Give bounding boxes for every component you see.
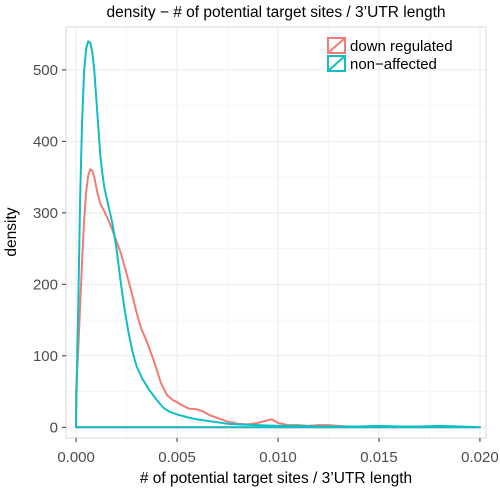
y-tick-label: 200 — [33, 276, 58, 293]
x-tick-label: 0.005 — [158, 449, 196, 466]
x-tick-label: 0.015 — [360, 449, 398, 466]
legend-key-diagonal — [327, 55, 346, 72]
x-tick-label: 0.000 — [57, 449, 95, 466]
y-tick-label: 300 — [33, 205, 58, 222]
minor-gridlines — [66, 27, 486, 438]
y-tick-label: 500 — [33, 62, 58, 79]
y-axis-ticks: 0 100 200 300 400 500 — [33, 62, 66, 436]
legend-label: non−affected — [350, 56, 437, 73]
legend-label: down regulated — [350, 38, 453, 55]
y-tick-label: 400 — [33, 133, 58, 150]
major-gridlines — [66, 27, 486, 438]
series-layer — [75, 40, 481, 429]
legend-key — [327, 37, 346, 54]
legend-key-diagonal — [327, 37, 346, 54]
y-axis-title: density — [3, 207, 20, 256]
series-line-non-affected — [75, 40, 481, 429]
y-tick-label: 100 — [33, 348, 58, 365]
x-axis-title: # of potential target sites / 3’UTR leng… — [140, 470, 412, 487]
x-axis-ticks: 0.000 0.005 0.010 0.015 0.020 — [57, 438, 499, 466]
plot-panel — [65, 26, 487, 439]
legend-key — [327, 55, 346, 72]
chart-title: density − # of potential target sites / … — [106, 4, 445, 21]
x-tick-label: 0.010 — [259, 449, 297, 466]
y-tick-label: 0 — [50, 419, 58, 436]
x-tick-label: 0.020 — [461, 449, 499, 466]
